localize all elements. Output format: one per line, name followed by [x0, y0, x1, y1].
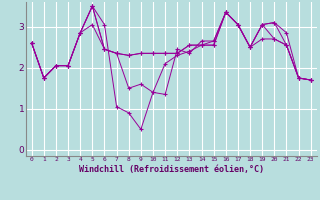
- X-axis label: Windchill (Refroidissement éolien,°C): Windchill (Refroidissement éolien,°C): [79, 165, 264, 174]
